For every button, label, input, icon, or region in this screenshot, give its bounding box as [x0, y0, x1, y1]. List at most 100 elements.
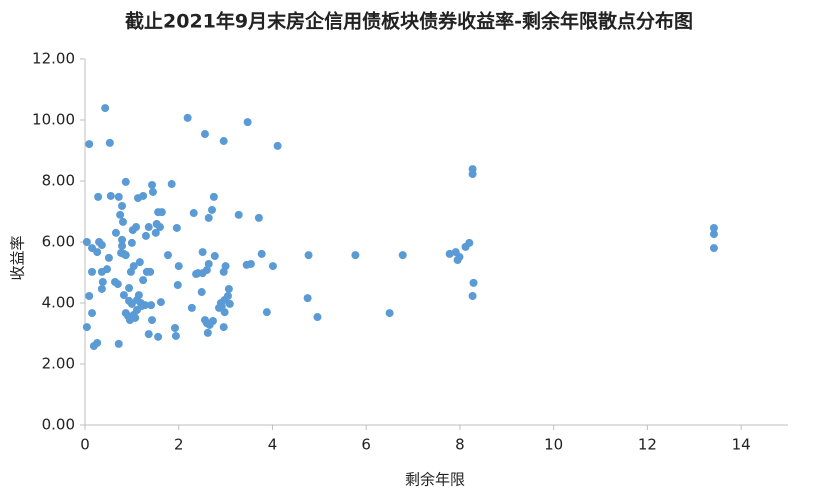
point: [246, 259, 255, 268]
x-tick-label: 0: [80, 436, 90, 454]
point: [219, 137, 228, 146]
point: [351, 251, 360, 260]
point: [146, 267, 155, 276]
point: [88, 309, 97, 318]
point: [174, 262, 183, 271]
point: [139, 276, 148, 285]
point: [104, 253, 113, 262]
point: [135, 258, 144, 267]
point: [208, 316, 217, 325]
x-tick-label: 6: [361, 436, 371, 454]
point: [93, 338, 102, 347]
point: [157, 208, 166, 217]
point: [220, 308, 229, 317]
point: [224, 284, 233, 293]
point: [187, 303, 196, 312]
point: [171, 331, 180, 340]
point: [119, 291, 128, 300]
point: [114, 339, 123, 348]
point: [257, 249, 266, 258]
point: [121, 177, 130, 186]
point: [262, 308, 271, 317]
point: [445, 249, 454, 258]
y-tick-label: 12.00: [32, 50, 75, 68]
point: [151, 228, 160, 237]
point: [131, 313, 140, 322]
point: [111, 228, 120, 237]
point: [82, 323, 91, 332]
point: [132, 223, 141, 232]
point: [455, 252, 464, 261]
x-tick-label: 2: [174, 436, 184, 454]
point: [210, 252, 219, 261]
point: [173, 281, 182, 290]
point: [118, 241, 127, 250]
point: [118, 217, 127, 226]
point: [204, 259, 213, 268]
y-tick-label: 4.00: [42, 294, 75, 312]
point: [183, 113, 192, 122]
point: [147, 301, 156, 310]
x-tick-label: 4: [268, 436, 278, 454]
y-tick-label: 10.00: [32, 111, 75, 129]
point: [221, 262, 230, 271]
point: [203, 328, 212, 337]
point: [303, 294, 312, 303]
point: [209, 192, 218, 201]
point: [144, 223, 153, 232]
point: [125, 284, 134, 293]
point: [219, 323, 228, 332]
point: [154, 332, 163, 341]
point: [217, 302, 226, 311]
point: [113, 280, 122, 289]
point: [167, 180, 176, 189]
point: [197, 288, 206, 297]
point: [198, 248, 207, 257]
point: [385, 309, 394, 318]
x-axis-label: 剩余年限: [405, 471, 465, 489]
x-tick-label: 12: [638, 436, 657, 454]
point: [148, 316, 157, 325]
point: [116, 210, 125, 219]
point: [243, 118, 252, 127]
x-tick-label: 8: [455, 436, 465, 454]
point: [204, 213, 213, 222]
point: [163, 251, 172, 260]
point: [129, 262, 138, 271]
point: [148, 187, 157, 196]
y-tick-label: 2.00: [42, 355, 75, 373]
point: [225, 299, 234, 308]
x-tick-label: 10: [544, 436, 563, 454]
point: [114, 192, 123, 201]
point: [118, 235, 127, 244]
y-axis-label: 收益率: [9, 235, 27, 280]
point: [101, 104, 110, 113]
point: [465, 238, 474, 247]
point: [468, 291, 477, 300]
point: [118, 202, 127, 211]
point: [121, 251, 130, 260]
point: [709, 244, 718, 253]
point: [85, 291, 94, 300]
point: [85, 140, 94, 149]
point: [93, 248, 102, 257]
point: [94, 192, 103, 201]
point: [97, 284, 106, 293]
point: [141, 231, 150, 240]
point: [144, 330, 153, 339]
point: [98, 277, 107, 286]
point: [82, 238, 91, 246]
point: [189, 209, 198, 218]
x-tick-label: 14: [732, 436, 751, 454]
point: [468, 169, 477, 178]
point: [709, 230, 718, 239]
y-tick-label: 6.00: [42, 233, 75, 251]
point: [172, 223, 181, 232]
point: [234, 210, 243, 219]
point: [134, 291, 143, 300]
point: [208, 205, 217, 214]
point: [127, 238, 136, 247]
point: [170, 324, 179, 333]
point: [469, 278, 478, 287]
point: [155, 223, 164, 232]
